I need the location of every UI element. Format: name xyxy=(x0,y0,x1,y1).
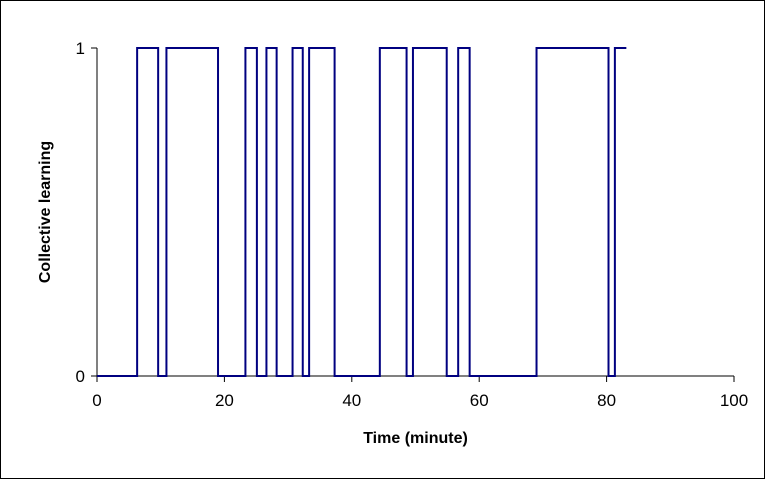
y-tick-label: 1 xyxy=(76,39,85,58)
x-ticks: 0 20 40 60 80 100 xyxy=(92,376,748,410)
x-tick-label: 60 xyxy=(470,391,489,410)
series-line xyxy=(97,47,627,377)
x-tick-label: 80 xyxy=(597,391,616,410)
x-axis-title: Time (minute) xyxy=(363,430,468,447)
y-axis-title: Collective learning xyxy=(37,141,54,283)
x-tick-label: 40 xyxy=(342,391,361,410)
x-tick-label: 20 xyxy=(215,391,234,410)
axes xyxy=(96,48,734,377)
y-tick-label: 0 xyxy=(76,367,85,386)
x-tick-label: 100 xyxy=(720,391,748,410)
series-layer xyxy=(97,47,627,377)
x-tick-label: 0 xyxy=(92,391,101,410)
y-ticks: 01 xyxy=(76,39,97,386)
